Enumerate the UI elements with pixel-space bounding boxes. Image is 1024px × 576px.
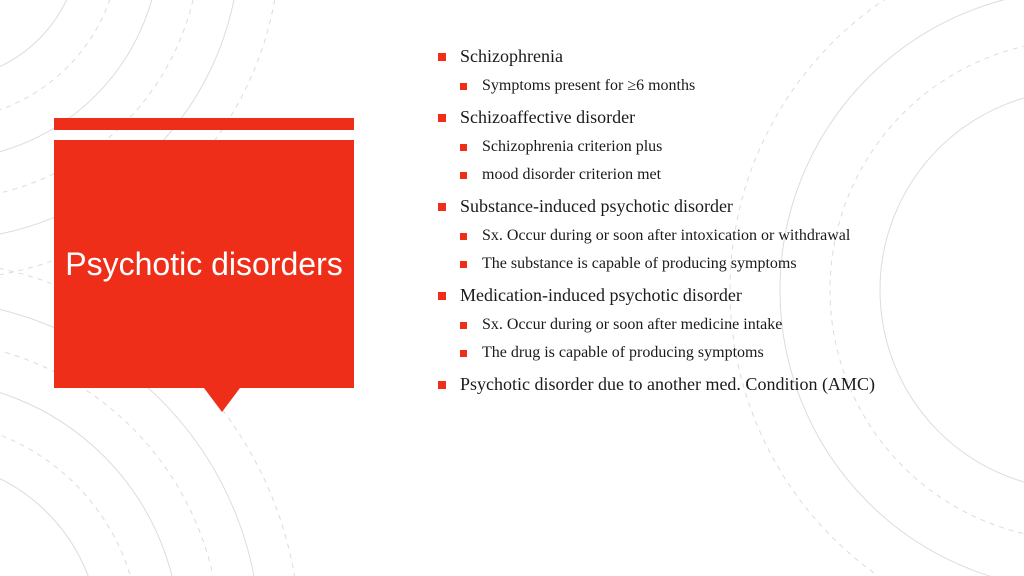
slide-title: Psychotic disorders xyxy=(54,140,354,388)
list-item-label: Medication-induced psychotic disorder xyxy=(460,285,742,305)
bullet-list-lvl1: Schizophrenia Symptoms present for ≥6 mo… xyxy=(438,46,1008,395)
list-item: Psychotic disorder due to another med. C… xyxy=(438,374,1008,395)
bullet-list-lvl2: Schizophrenia criterion plus mood disord… xyxy=(460,138,1008,184)
callout-arrow-icon xyxy=(204,388,240,412)
bullet-list-lvl2: Symptoms present for ≥6 months xyxy=(460,77,1008,95)
list-subitem: Schizophrenia criterion plus xyxy=(460,138,1008,156)
list-subitem: Sx. Occur during or soon after medicine … xyxy=(460,316,1008,334)
list-item-label: Schizophrenia xyxy=(460,46,563,66)
content-area: Schizophrenia Symptoms present for ≥6 mo… xyxy=(438,46,1008,407)
list-subitem: Symptoms present for ≥6 months xyxy=(460,77,1008,95)
list-item: Schizophrenia Symptoms present for ≥6 mo… xyxy=(438,46,1008,95)
title-accent-bar xyxy=(54,118,354,130)
list-item: Substance-induced psychotic disorder Sx.… xyxy=(438,196,1008,273)
list-item: Medication-induced psychotic disorder Sx… xyxy=(438,285,1008,362)
bullet-list-lvl2: Sx. Occur during or soon after intoxicat… xyxy=(460,227,1008,273)
slide-title-text: Psychotic disorders xyxy=(65,244,342,284)
list-item-label: Schizoaffective disorder xyxy=(460,107,635,127)
list-subitem: The substance is capable of producing sy… xyxy=(460,255,1008,273)
list-item: Schizoaffective disorder Schizophrenia c… xyxy=(438,107,1008,184)
list-subitem: The drug is capable of producing symptom… xyxy=(460,344,1008,362)
list-subitem: Sx. Occur during or soon after intoxicat… xyxy=(460,227,1008,245)
title-panel: Psychotic disorders xyxy=(54,118,354,388)
list-item-label: Psychotic disorder due to another med. C… xyxy=(460,374,875,394)
list-item-label: Substance-induced psychotic disorder xyxy=(460,196,733,216)
bullet-list-lvl2: Sx. Occur during or soon after medicine … xyxy=(460,316,1008,362)
list-subitem: mood disorder criterion met xyxy=(460,166,1008,184)
